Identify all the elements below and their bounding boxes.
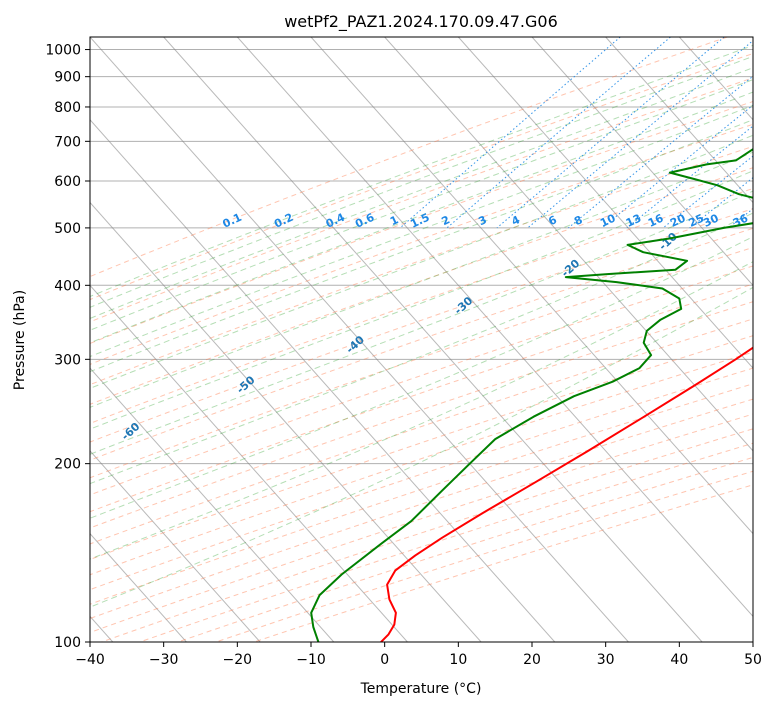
mixing-ratio-line <box>626 125 753 229</box>
dry-adiabat-line <box>90 37 728 278</box>
dry-adiabat-line <box>90 123 753 365</box>
isotherm-line <box>310 37 753 535</box>
mixing-ratio-lines <box>399 37 753 229</box>
chart-title: wetPf2_PAZ1.2024.170.09.47.G06 <box>284 12 558 32</box>
moist-adiabat-line <box>90 91 753 344</box>
dry-adiabat-line <box>90 283 753 513</box>
sounding-profiles <box>310 147 753 642</box>
x-tick-label: −40 <box>75 652 105 668</box>
isotherm-line <box>90 37 629 642</box>
isotherm-line <box>236 37 753 618</box>
mixing-ratio-line <box>568 75 753 229</box>
x-tick-label: 0 <box>380 652 389 668</box>
isotherm-line <box>90 119 556 642</box>
y-tick-label: 1000 <box>45 43 81 59</box>
dry-adiabat-lines <box>90 37 753 642</box>
x-tick-label: 30 <box>597 652 615 668</box>
mixing-ratio-line <box>601 104 753 229</box>
y-tick-label: 900 <box>54 70 81 86</box>
moist-adiabat-line <box>90 212 753 485</box>
mixing-ratio-label: 30 <box>701 211 721 229</box>
isotherm-line <box>384 37 753 452</box>
mixing-ratio-line <box>399 37 621 229</box>
y-axis-label: Pressure (hPa) <box>12 290 28 390</box>
dry-adiabat-line <box>90 318 753 545</box>
y-tick-label: 700 <box>54 134 81 150</box>
dry-adiabat-line <box>90 227 753 461</box>
moist-adiabat-line <box>90 55 753 308</box>
x-axis-label: Temperature (°C) <box>360 681 482 697</box>
dry-adiabat-line <box>90 145 753 386</box>
moist-adiabat-line <box>90 261 753 560</box>
moist-adiabat-line <box>90 170 753 430</box>
isotherm-line <box>457 37 753 369</box>
y-tick-label: 200 <box>54 457 81 473</box>
x-tick-label: 20 <box>523 652 541 668</box>
y-tick-label: 300 <box>54 352 81 368</box>
mixing-ratio-label: 20 <box>668 211 688 229</box>
x-tick-label: 50 <box>744 652 762 668</box>
x-tick-label: −20 <box>223 652 253 668</box>
dry-adiabat-line <box>90 265 753 496</box>
temperature-profile <box>380 346 753 642</box>
x-tick-label: 10 <box>449 652 467 668</box>
mixing-ratio-label: 25 <box>687 212 706 230</box>
moist-adiabat-line <box>90 104 753 358</box>
plot-area: -100-90-80-70-60-50-40-30-20-10010203040… <box>90 37 753 642</box>
y-axis: 100 200 300 400 500 600 700 800 900 1000 <box>45 43 90 651</box>
dry-adiabat-line <box>90 167 753 405</box>
x-tick-label: −30 <box>149 652 179 668</box>
moist-adiabat-line <box>90 151 753 408</box>
dry-adiabat-line <box>90 52 753 301</box>
y-tick-label: 800 <box>54 100 81 116</box>
moist-adiabat-line <box>90 190 753 455</box>
moist-adiabat-line <box>90 44 753 298</box>
moist-adiabat-lines <box>90 44 753 608</box>
y-tick-label: 400 <box>54 278 81 294</box>
mixing-ratio-label: 13 <box>624 212 643 230</box>
moist-adiabat-line <box>90 119 753 373</box>
isotherm-line <box>90 367 335 642</box>
isotherm-line <box>531 37 753 287</box>
isotherm-line <box>90 201 482 642</box>
isotherm-line <box>90 284 408 642</box>
mixing-ratio-line <box>496 37 725 229</box>
dry-adiabat-line <box>90 367 753 591</box>
x-tick-label: −10 <box>296 652 326 668</box>
isotherm-line <box>605 37 753 204</box>
isotherm-line <box>90 532 187 642</box>
pressure-gridlines <box>90 49 753 642</box>
mixing-ratio-line <box>446 37 671 229</box>
moist-adiabat-line <box>90 286 753 608</box>
y-tick-label: 500 <box>54 221 81 237</box>
mixing-ratio-line <box>527 39 753 229</box>
mixing-ratio-label: 10 <box>598 211 618 229</box>
y-tick-label: 600 <box>54 174 81 190</box>
isotherm-line <box>163 37 703 642</box>
moist-adiabat-line <box>90 79 753 331</box>
y-tick-label: 100 <box>54 635 81 651</box>
mixing-ratio-label: 16 <box>646 211 666 229</box>
x-tick-label: 40 <box>670 652 688 668</box>
isotherm-line <box>90 450 261 642</box>
isotherm-lines <box>90 37 753 642</box>
moist-adiabat-line <box>90 134 753 389</box>
x-axis: −40 −30 −20 −10 0 10 20 30 40 50 <box>75 642 762 668</box>
moist-adiabat-line <box>90 67 753 320</box>
plot-frame <box>89 36 754 643</box>
dewpoint-profile <box>310 147 753 642</box>
